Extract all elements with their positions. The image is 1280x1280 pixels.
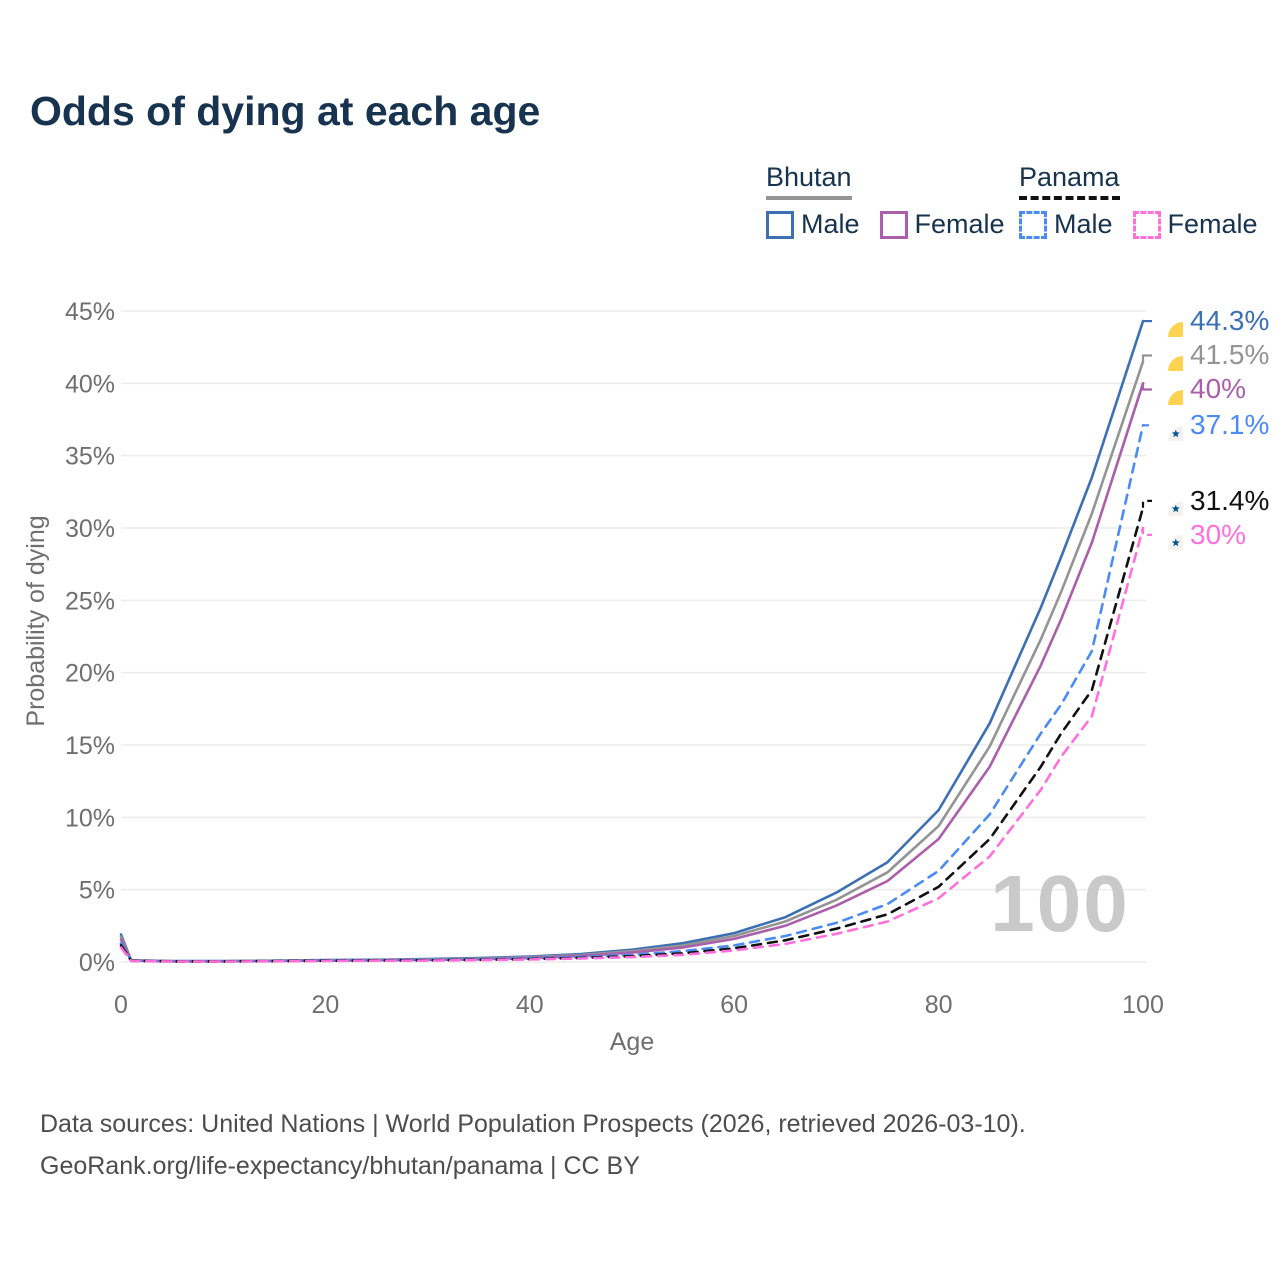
end-label-panama-male: 37.1%	[1152, 409, 1269, 441]
end-label-value: 31.4%	[1190, 484, 1270, 516]
legend-item-label: Male	[801, 209, 860, 239]
series-lines	[119, 319, 1152, 963]
y-tick-label: 10%	[65, 804, 115, 832]
y-tick-label: 35%	[65, 443, 115, 471]
end-label-value: 44.3%	[1190, 305, 1270, 337]
legend-item-bhutan-female[interactable]: Female	[879, 209, 1005, 240]
end-label-value: 41.5%	[1190, 339, 1270, 371]
end-label-bhutan-male: 44.3%	[1152, 305, 1269, 337]
series-line-panama-female[interactable]	[119, 526, 1145, 963]
end-label-bhutan-female: 40%	[1152, 373, 1246, 405]
axis-ticks: 0% 5% 10% 15% 20% 25% 30% 35% 40% 45% 0 20 40 60 80 100	[65, 298, 1164, 1019]
legend-item-label: Male	[1054, 209, 1113, 239]
legend-item-label: Female	[1167, 209, 1258, 239]
legend-group-panama: Panama Male Female	[1019, 162, 1258, 240]
y-axis-title: Probability of dying	[22, 515, 50, 726]
bhutan-flag-icon	[1152, 306, 1183, 337]
end-label-value: 40%	[1190, 373, 1247, 405]
legend-item-panama-male[interactable]: Male	[1019, 209, 1113, 240]
end-label-value: 30%	[1190, 518, 1247, 550]
end-label-connector	[1141, 499, 1152, 508]
end-label-connector	[1141, 354, 1152, 362]
end-label-connector	[1141, 528, 1152, 536]
x-tick-label: 40	[516, 991, 544, 1019]
panama-flag-icon	[1152, 519, 1183, 550]
y-tick-label: 20%	[65, 660, 115, 688]
legend-item-panama-female[interactable]: Female	[1132, 209, 1258, 240]
y-tick-label: 45%	[65, 298, 115, 326]
x-tick-label: 60	[720, 991, 748, 1019]
x-tick-label: 20	[311, 991, 339, 1019]
y-tick-label: 30%	[65, 515, 115, 543]
end-label-connector	[1141, 383, 1152, 391]
bhutan-flag-icon	[1152, 374, 1183, 405]
source-attribution: Data sources: United Nations | World Pop…	[40, 1103, 1026, 1187]
legend-item-label: Female	[914, 209, 1005, 239]
y-tick-label: 40%	[65, 370, 115, 398]
legend-group-bhutan: Bhutan Male Female	[766, 162, 1005, 240]
end-label-panama-female: 30%	[1152, 519, 1246, 551]
x-axis-title: Age	[610, 1028, 654, 1056]
y-tick-label: 25%	[65, 587, 115, 615]
x-tick-label: 0	[114, 991, 128, 1019]
data-source-line: Data sources: United Nations | World Pop…	[40, 1110, 1026, 1138]
x-tick-label: 100	[1122, 991, 1164, 1019]
legend-item-bhutan-male[interactable]: Male	[766, 209, 860, 240]
x-tick-label: 80	[925, 991, 953, 1019]
end-label-value: 37.1%	[1190, 409, 1270, 441]
bhutan-flag-icon	[1152, 340, 1183, 371]
panama-female-swatch	[1132, 210, 1161, 239]
age-ticker-watermark: 100	[990, 859, 1130, 948]
end-label-panama-both-sexes: 31.4%	[1152, 485, 1269, 517]
page-title: Odds of dying at each age	[30, 88, 541, 134]
source-url-line[interactable]: GeoRank.org/life-expectancy/bhutan/panam…	[40, 1152, 640, 1180]
legend-country-bhutan[interactable]: Bhutan	[766, 162, 852, 200]
panama-flag-icon	[1152, 485, 1183, 516]
y-tick-label: 15%	[65, 732, 115, 760]
end-label-bhutan-both-sexes: 41.5%	[1152, 339, 1269, 371]
panama-flag-icon	[1152, 410, 1183, 441]
legend-country-panama[interactable]: Panama	[1019, 162, 1120, 200]
bhutan-female-swatch	[879, 210, 908, 239]
bhutan-male-swatch	[766, 210, 794, 239]
y-tick-label: 5%	[79, 877, 115, 905]
panama-male-swatch	[1019, 210, 1047, 239]
y-tick-label: 0%	[79, 949, 115, 977]
